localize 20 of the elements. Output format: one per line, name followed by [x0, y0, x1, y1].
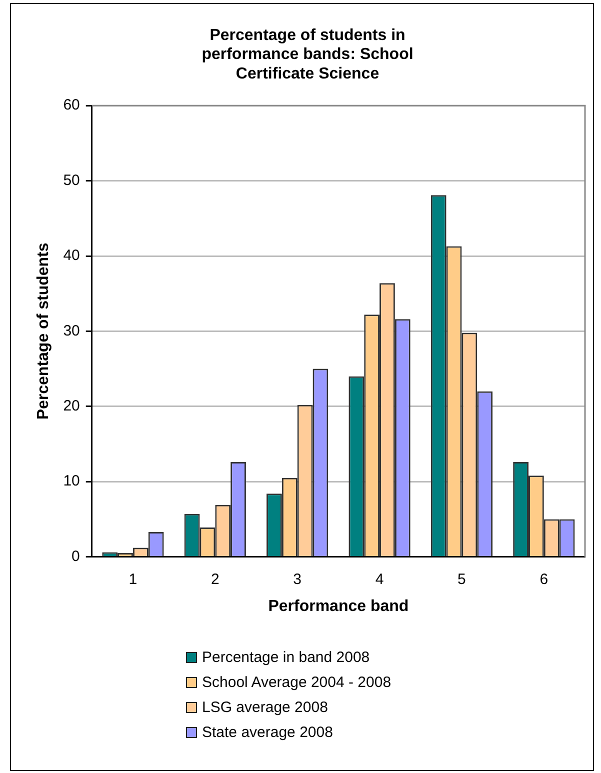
x-tick-label: 5 — [458, 570, 466, 588]
legend-label: Percentage in band 2008 — [202, 649, 370, 666]
x-tick-label: 6 — [540, 570, 548, 588]
y-tick-label: 0 — [72, 548, 80, 565]
x-axis-title: Performance band — [268, 598, 409, 615]
chart-title: Percentage of students in performance bands: School Certificate Science — [202, 27, 414, 82]
y-tick-label: 20 — [63, 398, 80, 415]
legend-label: LSG average 2008 — [202, 699, 328, 716]
x-tick-label: 1 — [128, 570, 138, 588]
legend-label: School Average 2004 - 2008 — [202, 674, 392, 691]
y-tick-label: 60 — [63, 96, 80, 114]
y-tick-label: 40 — [63, 247, 80, 264]
x-tick-label: 2 — [210, 570, 220, 588]
y-axis-title: Percentage of students — [35, 242, 52, 420]
y-tick-label: 50 — [63, 172, 80, 189]
x-tick-label: 3 — [293, 570, 302, 588]
y-tick-label: 10 — [63, 472, 80, 490]
y-tick-label: 30 — [63, 322, 80, 340]
legend-label: State average 2008 — [202, 724, 333, 741]
x-tick-label: 4 — [375, 570, 384, 588]
